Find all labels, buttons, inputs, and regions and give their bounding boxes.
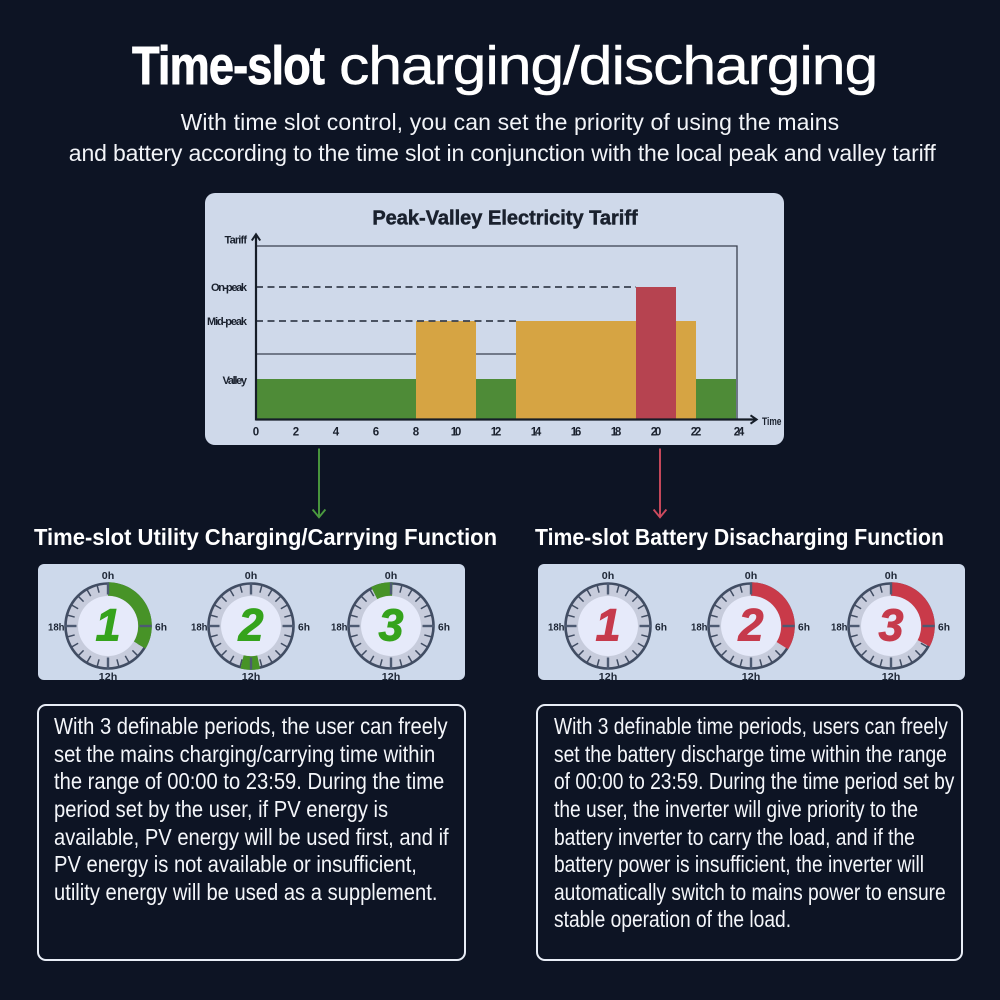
svg-text:12h: 12h (882, 671, 901, 683)
svg-text:6h: 6h (155, 621, 167, 633)
svg-text:6h: 6h (298, 621, 310, 633)
svg-text:18h: 18h (331, 621, 348, 633)
svg-text:0h: 0h (245, 570, 258, 582)
svg-text:18h: 18h (548, 621, 565, 633)
svg-text:Valley: Valley (223, 375, 248, 387)
svg-text:1: 1 (595, 600, 620, 651)
svg-text:18h: 18h (691, 621, 708, 633)
svg-text:Mid-peak: Mid-peak (207, 316, 248, 328)
svg-text:8: 8 (413, 427, 420, 439)
svg-text:0h: 0h (602, 570, 615, 582)
svg-text:6: 6 (373, 427, 379, 439)
svg-text:1: 1 (95, 600, 120, 651)
svg-text:Time: Time (762, 416, 782, 428)
svg-text:12h: 12h (599, 671, 618, 683)
svg-text:16: 16 (571, 427, 582, 439)
svg-text:20: 20 (651, 427, 662, 439)
svg-text:4: 4 (333, 427, 340, 439)
svg-text:18h: 18h (191, 621, 208, 633)
svg-text:6h: 6h (438, 621, 450, 633)
svg-text:18h: 18h (48, 621, 65, 633)
svg-text:3: 3 (878, 600, 903, 651)
svg-text:12h: 12h (742, 671, 761, 683)
svg-text:24: 24 (734, 427, 745, 439)
svg-text:2: 2 (293, 427, 299, 439)
svg-text:3: 3 (378, 600, 403, 651)
svg-text:12: 12 (491, 427, 502, 439)
svg-text:0h: 0h (385, 570, 398, 582)
svg-text:6h: 6h (938, 621, 950, 633)
svg-text:On-peak: On-peak (211, 282, 248, 294)
svg-text:14: 14 (531, 427, 542, 439)
svg-text:12h: 12h (382, 671, 401, 683)
svg-text:6h: 6h (798, 621, 810, 633)
svg-text:Tariff: Tariff (225, 235, 248, 247)
svg-text:0h: 0h (885, 570, 898, 582)
svg-text:2: 2 (737, 600, 763, 651)
svg-text:6h: 6h (655, 621, 667, 633)
svg-text:0h: 0h (745, 570, 758, 582)
svg-text:18: 18 (611, 427, 622, 439)
svg-text:18h: 18h (831, 621, 848, 633)
svg-text:12h: 12h (242, 671, 261, 683)
svg-text:Peak-Valley Electricity Tariff: Peak-Valley Electricity Tariff (372, 208, 638, 230)
svg-text:10: 10 (451, 427, 462, 439)
svg-text:12h: 12h (99, 671, 118, 683)
svg-text:22: 22 (691, 427, 702, 439)
svg-text:2: 2 (237, 600, 263, 651)
svg-text:0h: 0h (102, 570, 115, 582)
svg-text:0: 0 (253, 427, 259, 439)
